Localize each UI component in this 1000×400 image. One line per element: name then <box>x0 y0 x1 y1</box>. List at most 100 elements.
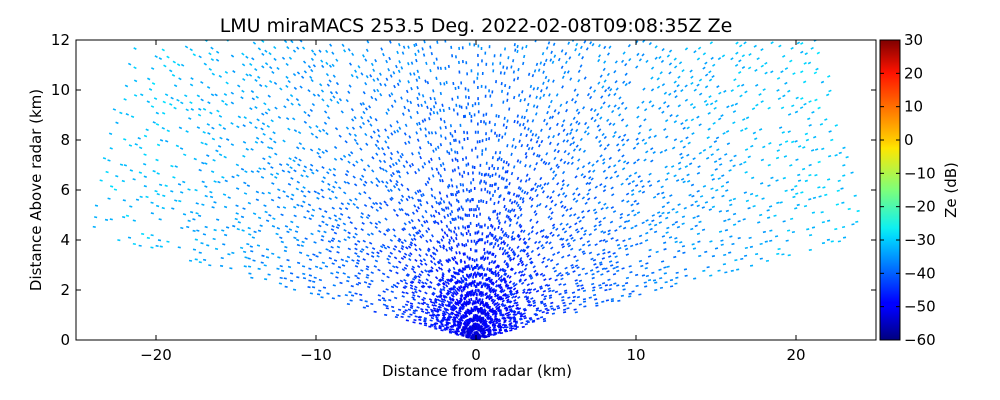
radar-gate <box>491 322 496 326</box>
radar-gate <box>453 275 457 280</box>
radar-gate <box>417 301 421 305</box>
radar-gate <box>462 322 466 326</box>
radar-gate <box>390 290 394 294</box>
radar-gate <box>690 75 694 79</box>
radar-gate <box>800 191 804 194</box>
radar-gate <box>455 291 459 295</box>
radar-gate <box>393 84 396 89</box>
radar-gate <box>634 224 638 228</box>
radar-gate <box>715 188 719 192</box>
radar-gate <box>301 265 306 268</box>
radar-gate <box>383 232 387 236</box>
radar-gate <box>307 190 311 194</box>
radar-gate <box>543 304 548 308</box>
radar-gate <box>544 235 548 239</box>
radar-gate <box>194 188 198 192</box>
radar-gate <box>370 180 374 185</box>
radar-gate <box>766 209 770 212</box>
radar-gate <box>335 271 340 274</box>
radar-gate <box>665 135 669 139</box>
radar-gate <box>200 98 204 102</box>
radar-gate <box>348 62 353 66</box>
radar-gate <box>445 284 449 288</box>
radar-gate <box>359 298 363 302</box>
colorbar-tick-label: −10 <box>904 164 936 182</box>
radar-gate <box>395 271 399 275</box>
radar-gate <box>390 151 394 156</box>
radar-gate <box>693 88 697 92</box>
radar-gate <box>263 264 267 267</box>
radar-gate <box>841 225 846 229</box>
radar-gate <box>575 120 579 124</box>
radar-gate <box>557 132 561 137</box>
radar-gate <box>312 64 316 68</box>
radar-gate <box>574 228 579 232</box>
radar-gate <box>416 295 421 298</box>
radar-gate <box>583 40 587 44</box>
radar-gate <box>424 127 427 131</box>
radar-gate <box>630 203 634 207</box>
radar-gate <box>445 322 450 325</box>
radar-gate <box>187 188 191 191</box>
radar-gate <box>345 98 349 103</box>
radar-gate <box>432 307 437 310</box>
radar-gate <box>440 319 444 323</box>
radar-gate <box>341 43 345 48</box>
radar-gate <box>572 295 577 299</box>
radar-gate <box>115 121 119 125</box>
radar-gate <box>531 319 536 322</box>
radar-gate <box>607 250 611 254</box>
radar-gate <box>240 167 245 171</box>
radar-gate <box>109 185 114 188</box>
radar-gate <box>708 95 712 99</box>
radar-gate <box>334 196 338 200</box>
radar-gate <box>817 160 821 164</box>
radar-gate <box>561 85 564 89</box>
radar-gate <box>814 173 818 177</box>
radar-gate <box>602 248 606 252</box>
radar-gate <box>150 67 155 70</box>
radar-gate <box>776 149 780 152</box>
radar-gate <box>393 245 398 249</box>
radar-gate <box>397 69 401 73</box>
radar-gate <box>391 309 396 313</box>
radar-gate <box>483 312 487 316</box>
radar-gate <box>498 211 502 215</box>
radar-gate <box>444 310 449 314</box>
radar-gate <box>513 271 517 275</box>
radar-gate <box>776 201 780 205</box>
radar-gate <box>721 194 725 198</box>
radar-gate <box>678 167 682 171</box>
radar-gate <box>285 194 290 198</box>
radar-gate <box>650 76 654 80</box>
radar-gate <box>663 272 667 275</box>
radar-gate <box>295 187 299 191</box>
radar-gate <box>841 201 845 204</box>
radar-gate <box>171 73 176 77</box>
radar-gate <box>132 219 136 222</box>
radar-gate <box>206 244 210 247</box>
radar-gate <box>334 180 338 184</box>
radar-gate <box>808 198 812 201</box>
radar-gate <box>744 90 748 94</box>
radar-gate <box>217 145 222 148</box>
radar-gate <box>679 139 684 143</box>
radar-gate <box>508 256 512 261</box>
radar-gate <box>636 52 640 57</box>
radar-gate <box>424 311 429 315</box>
radar-gate <box>204 194 208 198</box>
x-tick-label: 20 <box>786 346 805 364</box>
radar-gate <box>518 312 523 315</box>
radar-gate <box>444 328 448 331</box>
radar-gate <box>221 175 225 179</box>
radar-gate <box>300 190 304 193</box>
radar-gate <box>442 287 446 292</box>
radar-gate <box>545 152 549 156</box>
radar-gate <box>530 230 534 234</box>
radar-gate <box>363 203 368 208</box>
radar-gate <box>413 204 417 208</box>
radar-gate <box>208 264 212 267</box>
radar-gate <box>627 237 632 241</box>
radar-gate <box>676 84 680 88</box>
radar-gate <box>415 122 419 126</box>
